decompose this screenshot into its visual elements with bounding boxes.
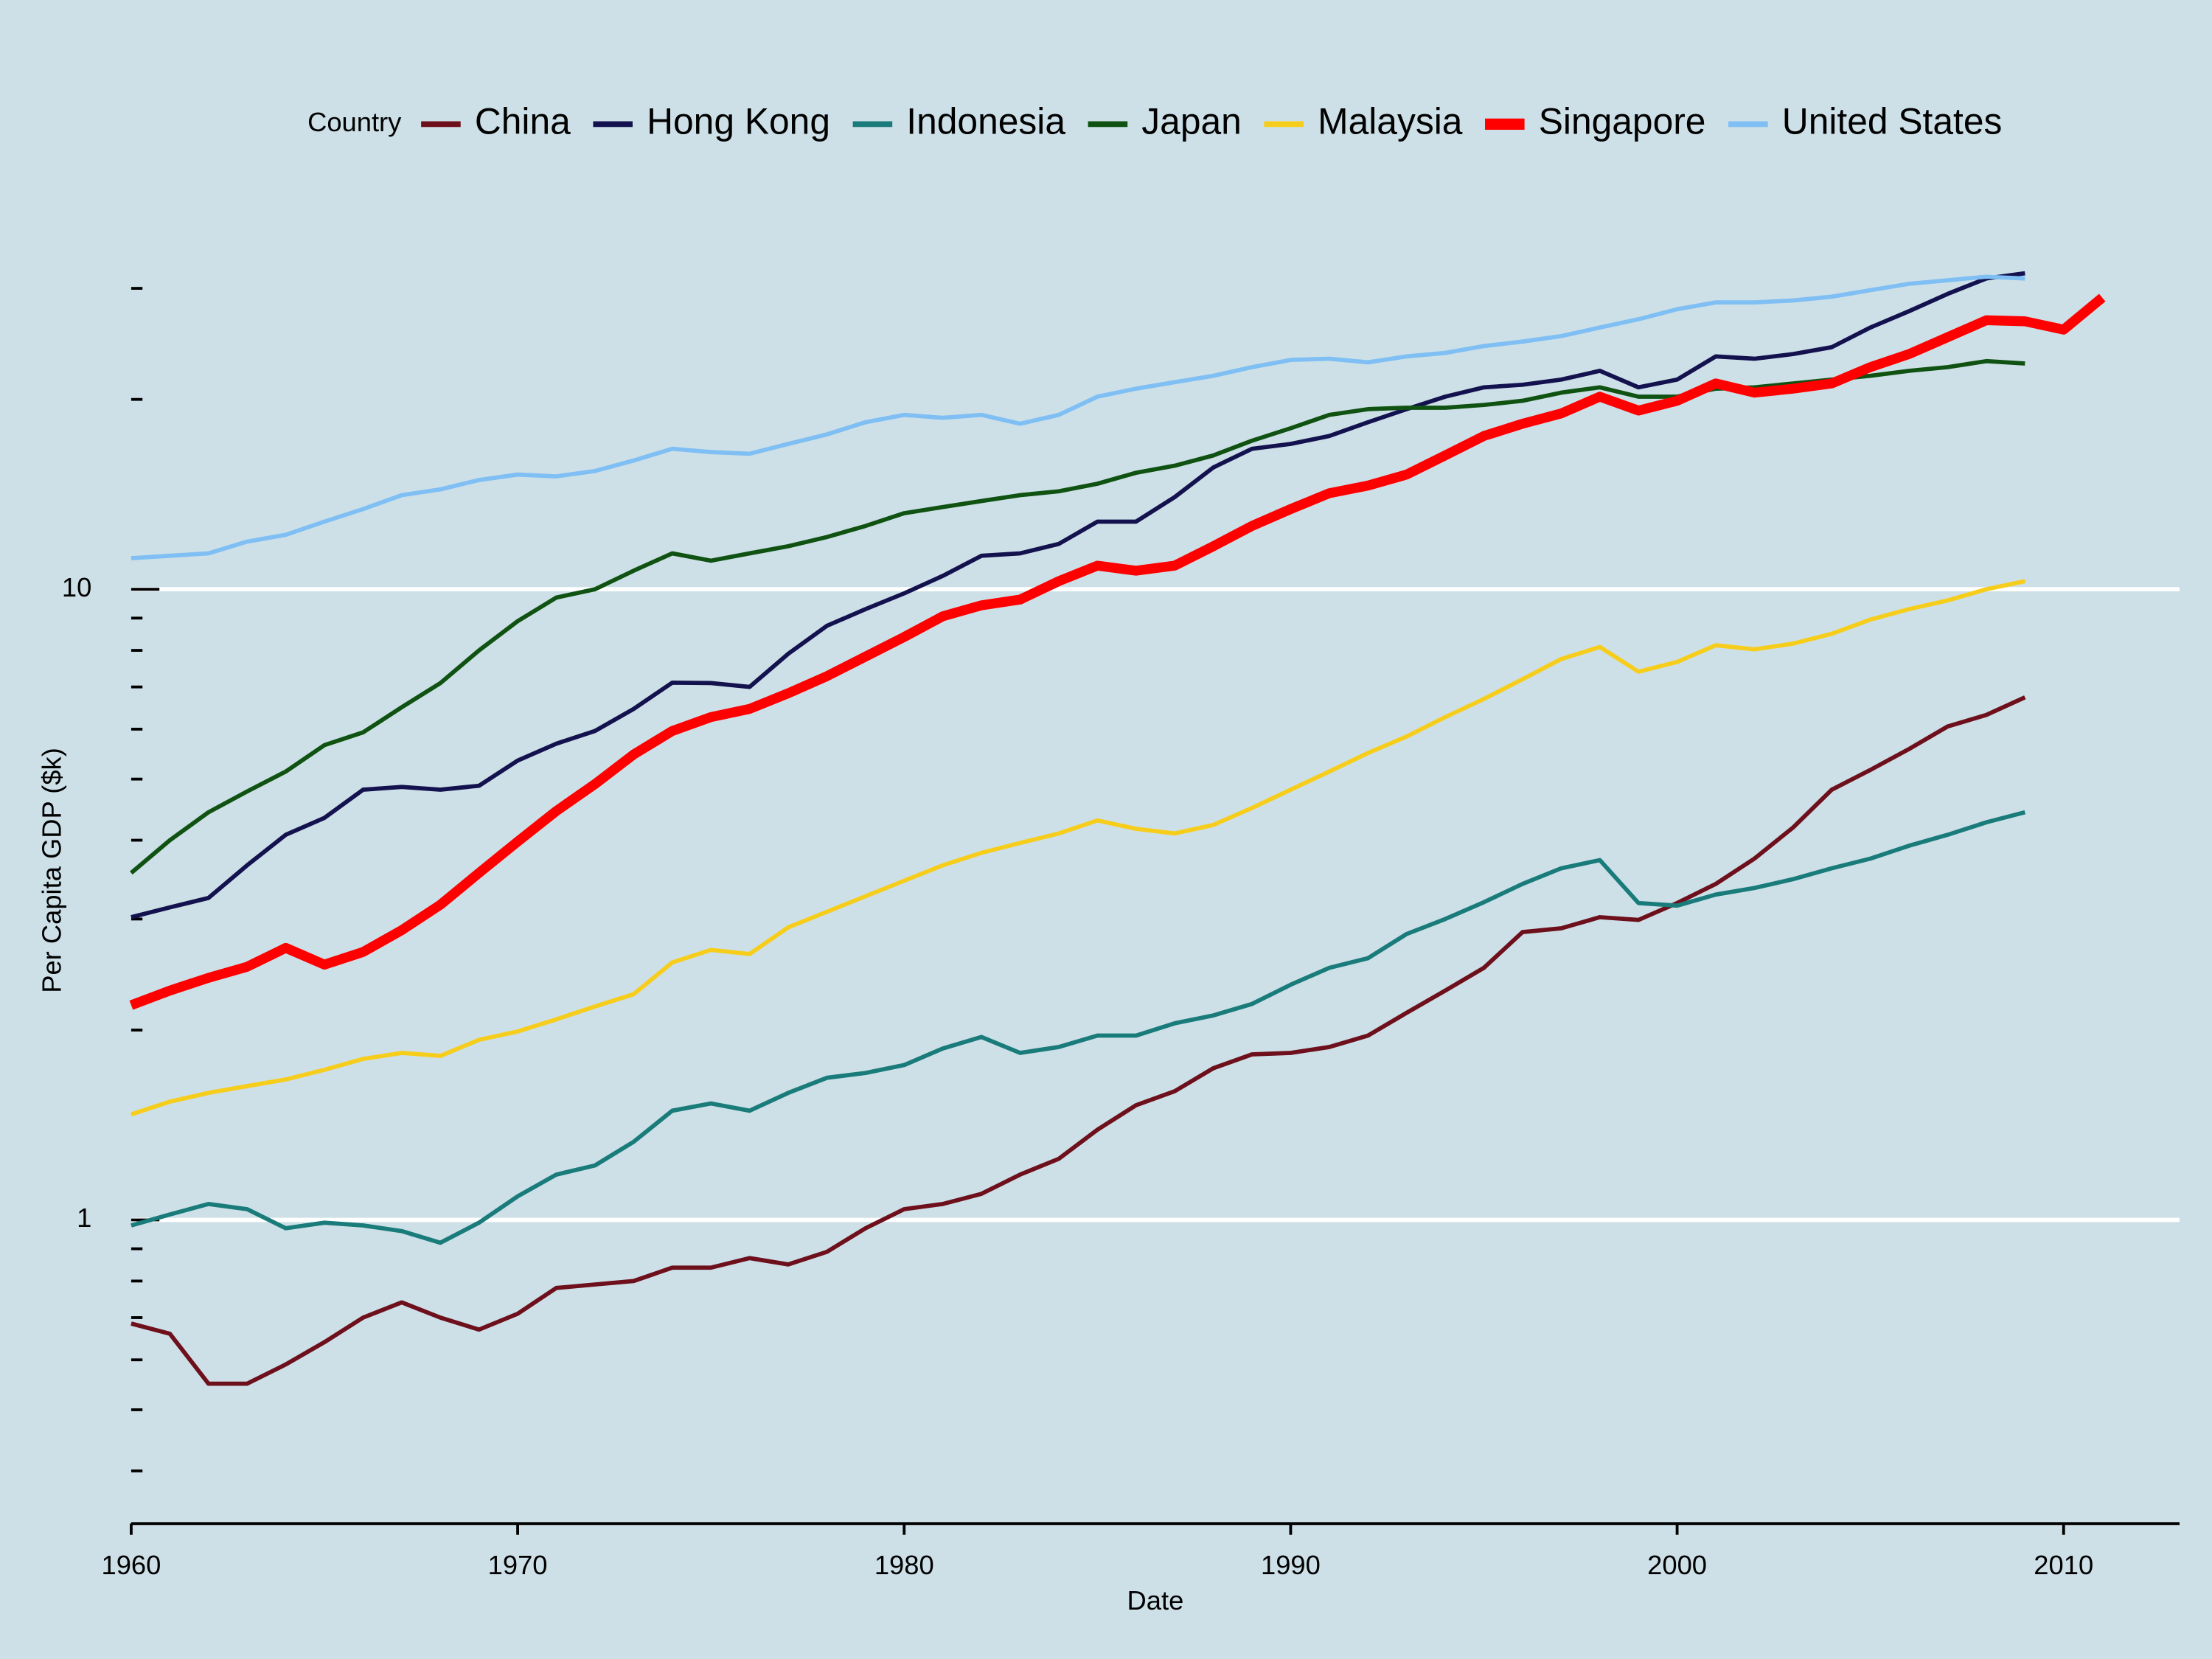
y-tick-label: 1 (77, 1203, 91, 1233)
series-line (131, 271, 2025, 919)
legend-label: Hong Kong (647, 101, 830, 142)
x-tick-label: 2000 (1647, 1550, 1707, 1580)
series-line (131, 579, 2025, 1117)
y-tick-label: 10 (62, 572, 91, 602)
series-line (129, 293, 2106, 1010)
x-tick-label: 1970 (488, 1550, 548, 1580)
y-axis-label: Per Capita GDP ($k) (36, 748, 66, 993)
x-tick-label: 1960 (102, 1550, 161, 1580)
legend-label: Japan (1141, 101, 1242, 142)
x-axis-label: Date (1127, 1585, 1184, 1615)
x-tick-label: 2010 (2034, 1550, 2093, 1580)
legend-title: Country (307, 107, 402, 137)
series-line (131, 695, 2026, 1386)
x-tick-label: 1990 (1261, 1550, 1321, 1580)
legend-label: China (475, 101, 571, 142)
legend-label: Indonesia (906, 101, 1065, 142)
legend-label: Malaysia (1318, 101, 1463, 142)
legend-label: United States (1782, 101, 2003, 142)
series-line (131, 810, 2026, 1245)
x-tick-label: 1980 (874, 1550, 934, 1580)
legend-label: Singapore (1539, 101, 1706, 142)
series-line (131, 274, 2025, 560)
